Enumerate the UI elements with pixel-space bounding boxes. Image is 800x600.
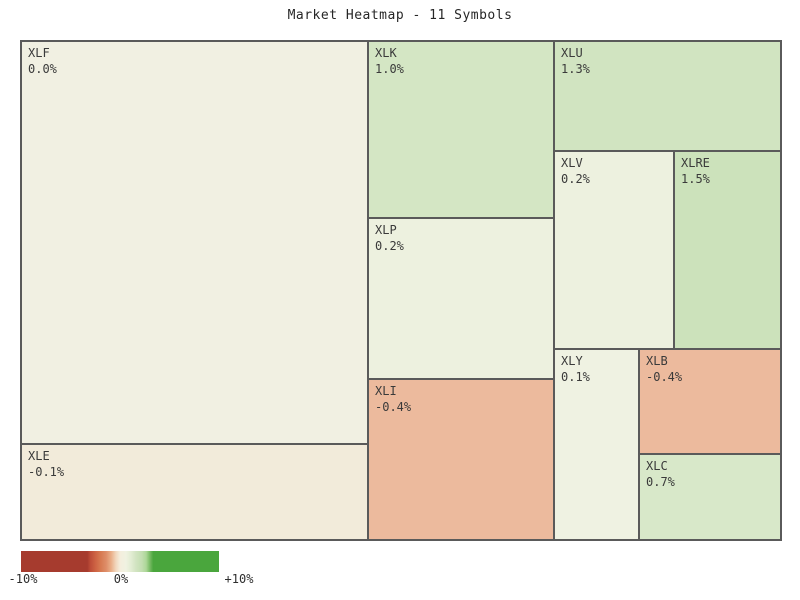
tile-change: 0.2% bbox=[375, 239, 404, 253]
colorbar-zero-label: 0% bbox=[113, 572, 129, 586]
tile-symbol: XLP bbox=[375, 223, 397, 237]
treemap-tile-XLI[interactable]: XLI -0.4% bbox=[368, 379, 554, 540]
tile-symbol: XLK bbox=[375, 46, 397, 60]
tile-change: 1.3% bbox=[561, 62, 590, 76]
tile-change: 0.7% bbox=[646, 475, 675, 489]
treemap-tile-XLRE[interactable]: XLRE 1.5% bbox=[674, 151, 781, 349]
tile-change: 0.2% bbox=[561, 172, 590, 186]
treemap-tile-XLE[interactable]: XLE -0.1% bbox=[21, 444, 368, 540]
colorbar-min-label: -10% bbox=[8, 572, 38, 586]
tile-change: -0.1% bbox=[28, 465, 65, 479]
tile-symbol: XLF bbox=[28, 46, 50, 60]
treemap-tile-XLK[interactable]: XLK 1.0% bbox=[368, 41, 554, 218]
treemap-tile-XLC[interactable]: XLC 0.7% bbox=[639, 454, 781, 540]
tile-symbol: XLC bbox=[646, 459, 668, 473]
tile-symbol: XLY bbox=[561, 354, 583, 368]
tile-change: -0.4% bbox=[375, 400, 412, 414]
treemap-tile-XLY[interactable]: XLY 0.1% bbox=[554, 349, 639, 540]
tile-change: 0.0% bbox=[28, 62, 57, 76]
tile-change: 1.0% bbox=[375, 62, 404, 76]
colorbar-gradient bbox=[21, 551, 219, 572]
tile-symbol: XLU bbox=[561, 46, 583, 60]
treemap-tile-XLB[interactable]: XLB -0.4% bbox=[639, 349, 781, 454]
treemap-tile-XLP[interactable]: XLP 0.2% bbox=[368, 218, 554, 379]
tile-symbol: XLE bbox=[28, 449, 50, 463]
tile-symbol: XLRE bbox=[681, 156, 710, 170]
tile-change: 1.5% bbox=[681, 172, 710, 186]
tile-change: -0.4% bbox=[646, 370, 683, 384]
colorbar-max-label: +10% bbox=[224, 572, 254, 586]
tile-symbol: XLB bbox=[646, 354, 668, 368]
chart-title: Market Heatmap - 11 Symbols bbox=[287, 8, 513, 23]
tile-change: 0.1% bbox=[561, 370, 590, 384]
treemap-tile-XLV[interactable]: XLV 0.2% bbox=[554, 151, 674, 349]
treemap: XLF 0.0% XLK 1.0% XLU 1.3% XLV 0.2% XLRE 1.5% XLP 0… bbox=[20, 40, 782, 541]
tile-symbol: XLV bbox=[561, 156, 583, 170]
treemap-tile-XLU[interactable]: XLU 1.3% bbox=[554, 41, 781, 151]
tile-symbol: XLI bbox=[375, 384, 397, 398]
treemap-tile-XLF[interactable]: XLF 0.0% bbox=[21, 41, 368, 444]
